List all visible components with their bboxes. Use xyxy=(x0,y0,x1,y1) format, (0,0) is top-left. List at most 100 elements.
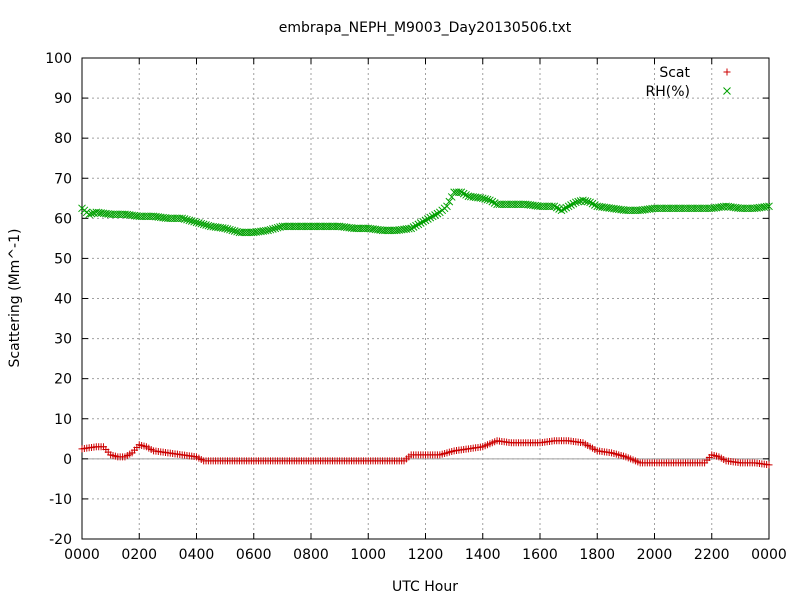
y-tick-label: 70 xyxy=(54,171,72,187)
chart-title: embrapa_NEPH_M9003_Day20130506.txt xyxy=(279,20,572,36)
legend-label-rh: RH(%) xyxy=(646,84,690,100)
rh-point xyxy=(443,202,451,211)
rh-point xyxy=(562,203,571,212)
y-tick-label: 100 xyxy=(45,51,72,67)
rh-point xyxy=(586,198,594,207)
data-series xyxy=(78,188,773,469)
rh-point xyxy=(569,199,578,208)
rh-point xyxy=(197,219,206,228)
x-tick-label: 1200 xyxy=(408,547,444,563)
rh-point xyxy=(228,226,237,235)
rh-point xyxy=(445,197,454,206)
rh-point xyxy=(574,197,583,206)
legend-marker-scat-symbol xyxy=(723,68,731,76)
rh-point xyxy=(223,225,232,233)
x-tick-label: 0000 xyxy=(64,547,100,563)
rh-point xyxy=(204,221,213,230)
rh-point xyxy=(581,197,590,205)
rh-point xyxy=(266,225,275,234)
rh-point xyxy=(195,219,203,227)
y-tick-label: 20 xyxy=(54,372,72,388)
grid-lines xyxy=(82,58,769,539)
rh-point xyxy=(424,215,432,223)
x-tick-label: 0200 xyxy=(121,547,157,563)
series-rh xyxy=(78,188,773,237)
x-tick-label: 0600 xyxy=(236,547,272,563)
rh-point xyxy=(571,198,580,207)
x-tick-label: 1800 xyxy=(579,547,615,563)
rh-point xyxy=(591,201,599,209)
rh-point xyxy=(765,202,773,211)
axis-ticks xyxy=(81,57,770,540)
y-tick-label: -20 xyxy=(49,532,72,548)
rh-point xyxy=(264,226,272,235)
rh-point xyxy=(199,220,208,229)
y-tick-label: 30 xyxy=(54,332,72,348)
rh-point xyxy=(762,202,771,211)
rh-point xyxy=(457,188,466,197)
rh-point xyxy=(202,221,210,229)
x-tick-label: 0000 xyxy=(751,547,787,563)
y-tick-label: 90 xyxy=(54,91,72,107)
tick-labels: -20 -10 0 10 20 30 40 50 60 70 80 90 100 0000 0200 0400… xyxy=(45,51,787,563)
x-tick-label: 1600 xyxy=(522,547,558,563)
legend-marker-rh xyxy=(723,87,731,95)
rh-point xyxy=(459,189,468,198)
y-tick-label: 80 xyxy=(54,131,72,147)
rh-point xyxy=(567,201,575,209)
y-axis-label: Scattering (Mm^-1) xyxy=(7,229,23,368)
x-tick-label: 0400 xyxy=(179,547,215,563)
rh-point xyxy=(178,214,187,223)
rh-point xyxy=(478,194,487,203)
rh-point xyxy=(261,226,270,235)
rh-point xyxy=(462,191,470,199)
scat-point xyxy=(765,461,773,469)
rh-point xyxy=(85,210,94,219)
rh-point xyxy=(218,224,227,232)
rh-point xyxy=(414,220,423,229)
rh-point xyxy=(557,206,566,215)
rh-point xyxy=(271,224,280,233)
rh-point xyxy=(416,219,425,227)
rh-point xyxy=(419,217,427,226)
rh-point xyxy=(564,202,573,211)
rh-point xyxy=(490,199,499,207)
legend-label-scat: Scat xyxy=(659,65,690,81)
rh-point xyxy=(433,209,442,218)
rh-point xyxy=(431,211,439,219)
rh-point xyxy=(407,224,416,233)
y-tick-label: 0 xyxy=(63,452,72,468)
rh-point xyxy=(183,215,191,224)
legend: Scat RH(%) xyxy=(646,65,731,100)
rh-point xyxy=(483,195,492,204)
rh-point xyxy=(486,196,494,205)
y-tick-label: 50 xyxy=(54,251,72,267)
x-tick-label: 2000 xyxy=(637,547,673,563)
rh-point xyxy=(192,218,201,227)
x-tick-label: 1000 xyxy=(350,547,386,563)
rh-point xyxy=(221,224,229,233)
y-tick-label: 60 xyxy=(54,211,72,227)
rh-point xyxy=(87,209,96,218)
rh-point xyxy=(560,205,568,213)
rh-point xyxy=(273,223,282,232)
rh-point xyxy=(579,196,587,205)
rh-point xyxy=(268,225,277,233)
x-tick-label: 1400 xyxy=(465,547,501,563)
y-tick-label: 10 xyxy=(54,412,72,428)
rh-point xyxy=(226,225,234,234)
legend-marker-scat xyxy=(723,68,731,76)
rh-point xyxy=(230,227,239,235)
rh-point xyxy=(185,216,194,225)
x-tick-label: 0800 xyxy=(293,547,329,563)
rh-point xyxy=(476,194,485,202)
y-tick-label: -10 xyxy=(49,492,72,508)
rh-point xyxy=(421,216,430,225)
x-axis-label: UTC Hour xyxy=(392,579,458,595)
rh-point xyxy=(552,203,561,212)
rh-point xyxy=(583,197,592,206)
rh-point xyxy=(180,215,189,223)
rh-point xyxy=(588,199,597,208)
y-tick-label: 40 xyxy=(54,292,72,308)
